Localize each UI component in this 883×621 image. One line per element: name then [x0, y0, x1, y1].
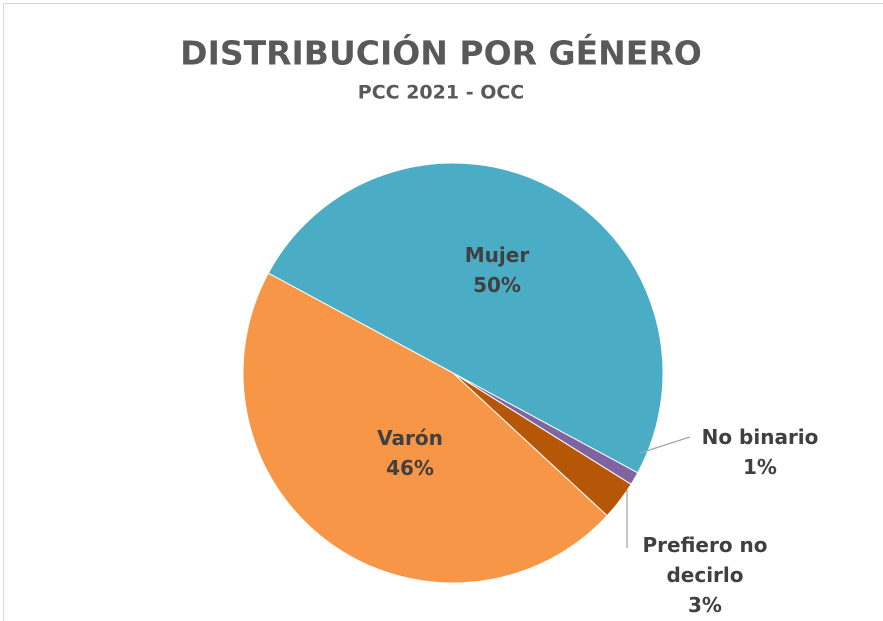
pie-slice [242, 272, 608, 584]
data-label: Mujer 50% [437, 240, 557, 300]
category-label: No binario [701, 425, 819, 449]
category-label: Mujer [464, 243, 530, 267]
data-label: No binario 1% [680, 422, 840, 482]
category-label: Prefiero no decirlo [642, 533, 768, 587]
category-label: Varón [377, 426, 443, 450]
data-label: Prefiero no decirlo 3% [625, 530, 785, 620]
value-label: 50% [473, 273, 521, 297]
value-label: 3% [688, 593, 722, 617]
chart-title: DISTRIBUCIÓN POR GÉNERO [180, 33, 702, 73]
value-label: 46% [386, 456, 434, 480]
leader-line [639, 436, 691, 454]
data-label: Varón 46% [350, 423, 470, 483]
chart-subtitle: PCC 2021 - OCC [358, 82, 524, 104]
pie-slice [267, 162, 664, 474]
value-label: 1% [743, 455, 777, 479]
